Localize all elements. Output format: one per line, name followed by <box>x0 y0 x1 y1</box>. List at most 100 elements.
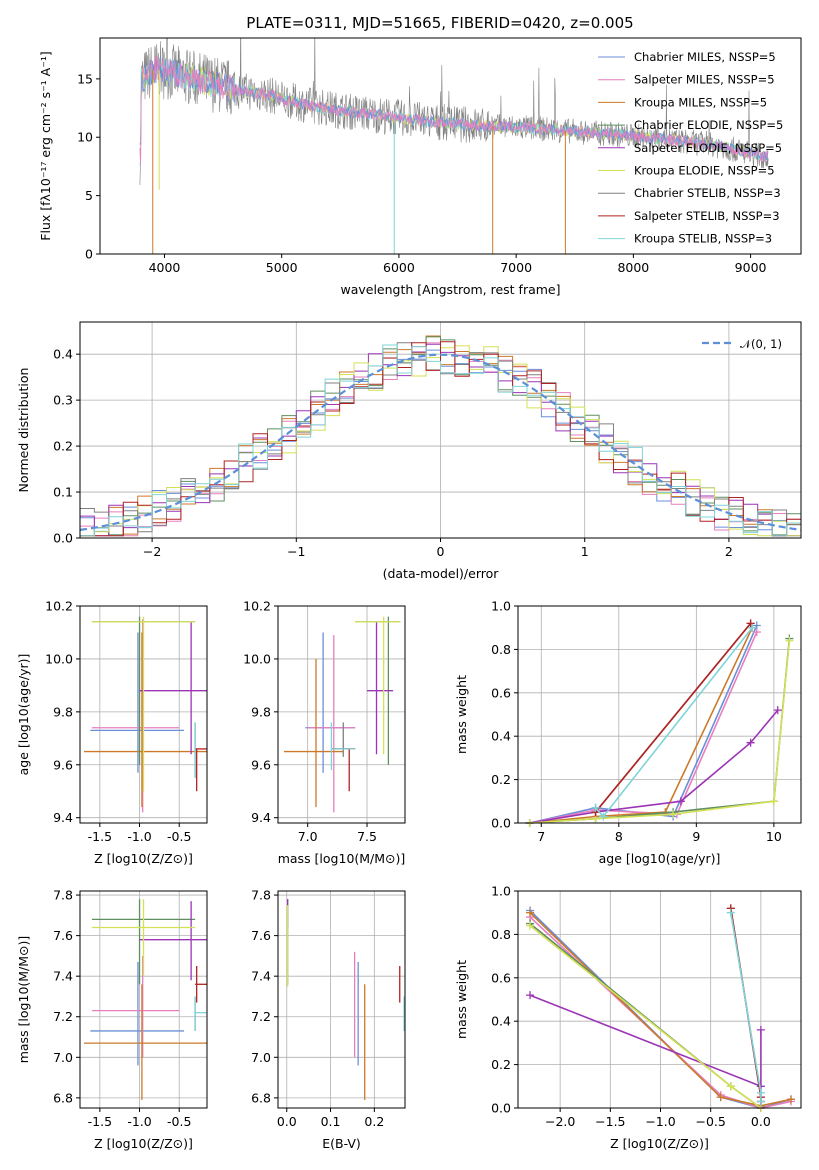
weight_vs_Z-xtick-label: −1.0 <box>645 1114 675 1129</box>
age_vs_mass-frame <box>277 605 406 824</box>
age_vs_mass-ytick-label: 10.0 <box>243 651 271 666</box>
weight_vs_age-line-salpeter_miles <box>529 631 758 824</box>
figure-title: PLATE=0311, MJD=51665, FIBERID=0420, z=0… <box>246 14 633 32</box>
weight_vs_age-xtick-label: 8 <box>615 829 623 844</box>
spectrum-ytick-label: 15 <box>77 71 93 86</box>
spectrum-legend-label: Salpeter STELIB, NSSP=3 <box>634 209 780 223</box>
age_vs_Z-ytick-label: 10.2 <box>45 599 73 614</box>
weight_vs_Z-line-chabrier_elodie <box>529 922 762 1109</box>
age_vs_Z-ytick-label: 9.4 <box>53 810 73 825</box>
spectrum-legend-label: Kroupa STELIB, NSSP=3 <box>634 232 772 246</box>
weight_vs_Z-xlabel: Z [log10(Z/Z⊙)] <box>610 1136 709 1151</box>
age_vs_Z-xtick-label: -1.0 <box>127 829 151 844</box>
residuals-xtick-label: 1 <box>581 544 589 559</box>
weight_vs_Z-xtick-label: −1.5 <box>595 1114 625 1129</box>
residuals-xtick-label: −2 <box>143 544 161 559</box>
spectrum-xlabel: wavelength [Angstrom, rest frame] <box>340 282 560 297</box>
mass_vs_Z-ytick-label: 7.6 <box>53 928 73 943</box>
age_vs_Z-xtick-label: -0.5 <box>167 829 191 844</box>
spectrum-xtick-label: 6000 <box>383 260 415 275</box>
residuals-xtick-label: −1 <box>287 544 305 559</box>
weight_vs_Z-ytick-label: 0.2 <box>491 1057 511 1072</box>
weight_vs_Z-marker-kroupa_elodie <box>726 1082 735 1091</box>
mass_vs_Z-xtick-label: -0.5 <box>167 1114 191 1129</box>
weight_vs_age-marker-kroupa_stelib <box>748 623 757 632</box>
spectrum-legend-label: Kroupa MILES, NSSP=5 <box>634 95 767 109</box>
weight_vs_age-line-kroupa_elodie <box>529 640 791 824</box>
weight_vs_Z-marker-kroupa_stelib <box>756 1088 765 1097</box>
weight_vs_age-marker-salpeter_elodie <box>676 797 685 806</box>
mass_vs_Z-xtick-label: -1.5 <box>88 1114 112 1129</box>
weight_vs_Z-xtick-label: −2.0 <box>545 1114 575 1129</box>
weight_vs_age-marker-kroupa_elodie <box>769 797 778 806</box>
spectrum-legend-label: Kroupa ELODIE, NSSP=5 <box>634 164 775 178</box>
spectrum-xtick-label: 4000 <box>149 260 181 275</box>
mass_vs_ebv-ytick-label: 7.6 <box>251 928 271 943</box>
age_vs_Z-xlabel: Z [log10(Z/Z⊙)] <box>94 851 193 866</box>
weight_vs_Z-frame <box>517 890 802 1109</box>
spectrum-xtick-label: 5000 <box>266 260 298 275</box>
mass_vs_Z-ytick-label: 7.4 <box>53 969 73 984</box>
weight_vs_age-line-chabrier_elodie <box>529 638 791 824</box>
weight_vs_Z-xtick-label: 0.0 <box>751 1114 771 1129</box>
weight_vs_Z-ytick-label: 0.4 <box>491 1014 511 1029</box>
mass_vs_ebv-ytick-label: 6.8 <box>251 1090 271 1105</box>
weight_vs_age-xtick-label: 9 <box>692 829 700 844</box>
mass_vs_Z-ylabel: mass [log10(M/M⊙)] <box>16 936 31 1064</box>
mass_vs_Z-xlabel: Z [log10(Z/Z⊙)] <box>94 1136 193 1151</box>
mass_vs_ebv-ytick-label: 7.8 <box>251 888 271 903</box>
weight_vs_Z-marker-kroupa_elodie <box>526 921 535 930</box>
weight_vs_age-marker-kroupa_stelib <box>591 803 600 812</box>
weight_vs_Z-marker-salpeter_elodie <box>756 1025 765 1034</box>
weight_vs_age-marker-salpeter_miles <box>752 628 761 637</box>
weight_vs_age-ytick-label: 0.4 <box>491 729 511 744</box>
weight_vs_age-line-kroupa_miles <box>529 627 753 824</box>
weight_vs_age-xlabel: age [log10(age/yr)] <box>599 851 721 866</box>
weight_vs_Z-marker-kroupa_miles <box>526 908 535 917</box>
weight_vs_age-marker-salpeter_elodie <box>746 738 755 747</box>
weight_vs_age-marker-kroupa_elodie <box>785 636 794 645</box>
weight_vs_age-marker-salpeter_elodie <box>773 706 782 715</box>
weight_vs_age-marker-salpeter_stelib <box>746 619 755 628</box>
age_vs_mass-xtick-label: 7.5 <box>357 829 377 844</box>
weight_vs_age-ylabel: mass weight <box>454 675 469 754</box>
residuals-ytick-label: 0.4 <box>53 347 73 362</box>
spectrum-model-salpeter_miles <box>139 56 769 166</box>
spectrum-legend-label: Chabrier STELIB, NSSP=3 <box>634 186 781 200</box>
age_vs_mass-xlabel: mass [log10(M/M⊙)] <box>278 851 406 866</box>
weight_vs_age-line-chabrier_miles <box>529 625 758 824</box>
spectrum-xtick-label: 8000 <box>617 260 649 275</box>
mass_vs_ebv-xlabel: E(B-V) <box>322 1136 361 1151</box>
spectrum-legend-label: Chabrier MILES, NSSP=5 <box>634 50 776 64</box>
weight_vs_age-marker-kroupa_elodie <box>669 810 678 819</box>
plot-layer: 4000 5000 6000 7000 8000 9000051015wavelength… <box>16 37 802 1151</box>
weight_vs_Z-marker-salpeter_elodie <box>526 991 535 1000</box>
weight_vs_Z-line-kroupa_miles <box>529 912 792 1107</box>
residuals-normal-curve <box>80 353 801 531</box>
weight_vs_Z-marker-kroupa_stelib <box>726 908 735 917</box>
age_vs_Z-ytick-label: 10.0 <box>45 651 73 666</box>
mass_vs_Z-ytick-label: 6.8 <box>53 1090 73 1105</box>
mass_vs_ebv-frame <box>277 890 406 1109</box>
residuals-ytick-label: 0.3 <box>53 393 73 408</box>
age_vs_Z-ytick-label: 9.6 <box>53 757 73 772</box>
weight_vs_age-ytick-label: 0.0 <box>491 816 511 831</box>
mass_vs_ebv-ytick-label: 7.0 <box>251 1050 271 1065</box>
spectrum-lines <box>139 38 769 254</box>
mass_vs_ebv-xtick-label: 0.2 <box>364 1114 384 1129</box>
weight_vs_Z-ytick-label: 0.6 <box>491 970 511 985</box>
age_vs_Z-ytick-label: 9.8 <box>53 704 73 719</box>
mass_vs_Z-ytick-label: 7.8 <box>53 888 73 903</box>
weight_vs_Z-ytick-label: 1.0 <box>491 884 511 899</box>
mass_vs_ebv-ytick-label: 7.2 <box>251 1009 271 1024</box>
mass_vs_Z-ytick-label: 7.2 <box>53 1009 73 1024</box>
spectrum-legend-label: Salpeter ELODIE, NSSP=5 <box>634 141 782 155</box>
residuals-hist-kroupa_stelib <box>80 344 801 537</box>
residuals-xlabel: (data-model)/error <box>383 566 500 581</box>
weight_vs_Z-marker-kroupa_miles <box>716 1093 725 1102</box>
weight_vs_Z-ytick-label: 0.0 <box>491 1101 511 1116</box>
spectrum-ytick-label: 0 <box>85 247 93 262</box>
spectrum-observed <box>139 38 769 186</box>
residuals-legend-label: 𝒩(0, 1) <box>740 337 782 351</box>
